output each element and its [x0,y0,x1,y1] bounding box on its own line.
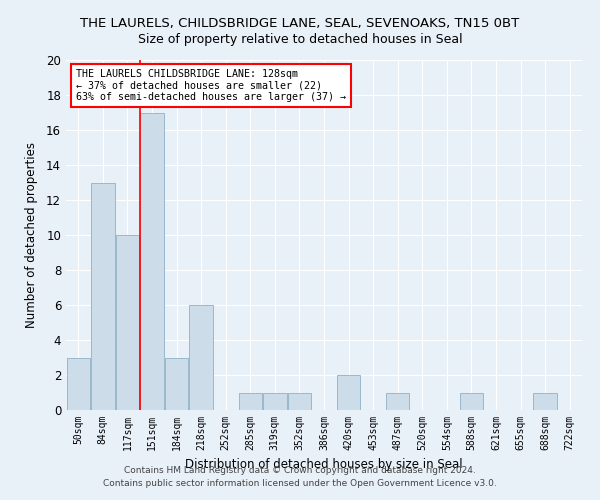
Text: THE LAURELS CHILDSBRIDGE LANE: 128sqm
← 37% of detached houses are smaller (22)
: THE LAURELS CHILDSBRIDGE LANE: 128sqm ← … [76,69,346,102]
Bar [533,392,557,410]
Bar [239,392,262,410]
Bar [140,112,164,410]
X-axis label: Distribution of detached houses by size in Seal: Distribution of detached houses by size … [185,458,463,471]
Text: Size of property relative to detached houses in Seal: Size of property relative to detached ho… [137,32,463,46]
Bar [288,392,311,410]
Bar [116,235,139,410]
Bar [337,375,360,410]
Bar [263,392,287,410]
Text: Contains HM Land Registry data © Crown copyright and database right 2024.
Contai: Contains HM Land Registry data © Crown c… [103,466,497,487]
Bar [190,305,213,410]
Bar [386,392,409,410]
Y-axis label: Number of detached properties: Number of detached properties [25,142,38,328]
Text: THE LAURELS, CHILDSBRIDGE LANE, SEAL, SEVENOAKS, TN15 0BT: THE LAURELS, CHILDSBRIDGE LANE, SEAL, SE… [80,18,520,30]
Bar [91,182,115,410]
Bar [67,358,90,410]
Bar [460,392,483,410]
Bar [165,358,188,410]
